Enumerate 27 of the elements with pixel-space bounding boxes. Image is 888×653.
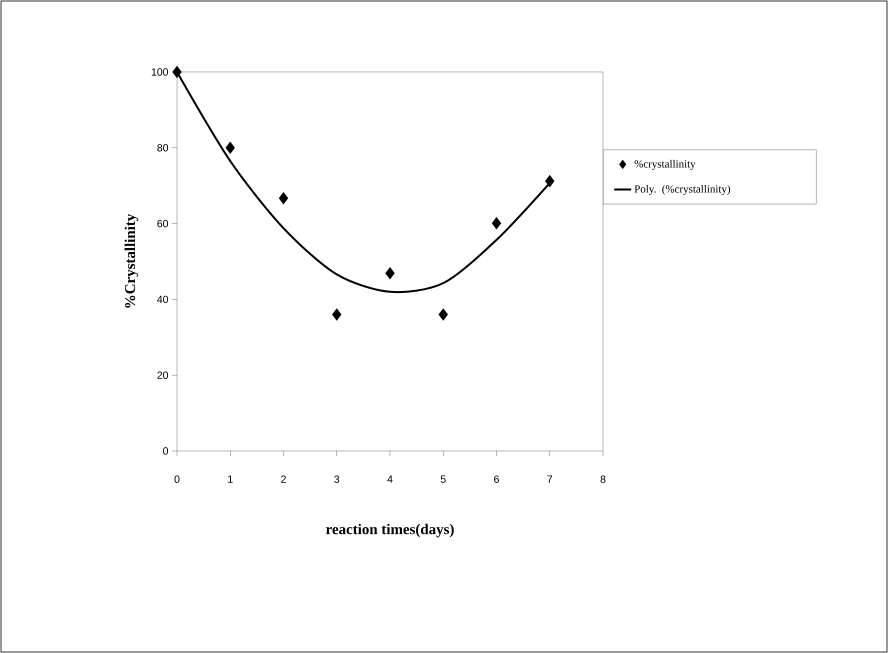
y-tick-label: 20 [157, 371, 168, 379]
x-tick-label: 4 [387, 476, 393, 483]
point [385, 267, 395, 280]
x-tick-label: 2 [281, 476, 286, 483]
y-tick-label: 80 [157, 144, 168, 152]
y-tick-label: 100 [152, 68, 168, 76]
legend-label: Poly. (%crystallinity) [634, 184, 730, 195]
x-axis-title: reaction times(days) [326, 524, 454, 538]
x-tick-label: 3 [334, 476, 340, 483]
x-tick-label: 8 [600, 476, 606, 483]
x-tick-label: 0 [174, 476, 180, 483]
y-axis-title: %Crystallinity [124, 214, 138, 308]
point [492, 217, 502, 230]
x-tick-label: 7 [547, 476, 552, 483]
x-tick-label: 1 [228, 476, 233, 483]
legend-label: %crystallinity [634, 160, 696, 170]
x-tick-label: 6 [494, 476, 499, 483]
point [332, 308, 342, 321]
point [172, 66, 182, 78]
point [226, 142, 235, 154]
y-tick-label: 40 [157, 296, 168, 304]
y-tick-label: 0 [163, 447, 168, 455]
point [545, 174, 554, 188]
y-tick-label: 60 [157, 220, 168, 228]
x-tick-label: 5 [440, 476, 446, 483]
point [278, 192, 288, 204]
point [438, 308, 448, 321]
